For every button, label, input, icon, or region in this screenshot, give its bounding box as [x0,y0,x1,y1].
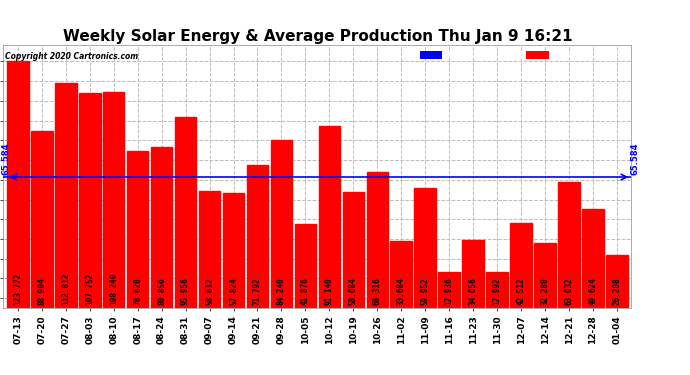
Bar [534,243,556,308]
Text: 65.584: 65.584 [631,142,640,175]
Text: 91.140: 91.140 [325,277,334,304]
Bar [366,172,388,308]
Text: 17.936: 17.936 [445,277,454,304]
Bar [175,117,197,308]
Bar [558,182,580,308]
Text: 41.876: 41.876 [301,277,310,304]
Text: 95.956: 95.956 [181,277,190,304]
Text: 57.824: 57.824 [229,277,238,304]
Text: 107.752: 107.752 [86,272,95,304]
Text: 71.792: 71.792 [253,277,262,304]
Bar [127,151,148,308]
Text: 17.992: 17.992 [493,277,502,304]
Text: 123.772: 123.772 [13,272,22,304]
Bar [511,223,532,308]
Text: 58.084: 58.084 [349,277,358,304]
Bar [151,147,172,308]
Bar [7,62,28,308]
Bar [391,240,412,308]
Text: 108.240: 108.240 [109,272,118,304]
Bar [79,93,101,308]
Text: 63.032: 63.032 [564,277,573,304]
Bar [295,224,316,308]
Bar [342,192,364,308]
Text: 65.584: 65.584 [2,142,11,175]
Text: 58.612: 58.612 [205,277,214,304]
Text: 112.812: 112.812 [61,272,70,304]
Bar [223,192,244,308]
Text: 84.240: 84.240 [277,277,286,304]
Bar [31,131,52,308]
Bar [270,140,293,308]
Bar [319,126,340,308]
Text: 34.056: 34.056 [469,277,477,304]
Bar [247,165,268,308]
Text: 42.512: 42.512 [517,277,526,304]
Bar [438,272,460,308]
Text: 59.952: 59.952 [421,277,430,304]
Legend: Average  (kWh), Weekly  (kWh): Average (kWh), Weekly (kWh) [417,50,627,62]
Bar [415,188,436,308]
Text: Copyright 2020 Cartronics.com: Copyright 2020 Cartronics.com [5,52,138,60]
Text: 68.316: 68.316 [373,277,382,304]
Text: 78.620: 78.620 [133,277,142,304]
Bar [462,240,484,308]
Bar [55,83,77,308]
Bar [199,191,220,308]
Text: 88.904: 88.904 [37,277,46,304]
Title: Weekly Solar Energy & Average Production Thu Jan 9 16:21: Weekly Solar Energy & Average Production… [63,29,572,44]
Text: 26.208: 26.208 [613,277,622,304]
Text: 32.280: 32.280 [540,277,549,304]
Text: 49.624: 49.624 [589,277,598,304]
Text: 80.856: 80.856 [157,277,166,304]
Bar [582,209,604,308]
Bar [103,92,124,308]
Bar [486,272,508,308]
Text: 33.684: 33.684 [397,277,406,304]
Bar [607,255,628,308]
